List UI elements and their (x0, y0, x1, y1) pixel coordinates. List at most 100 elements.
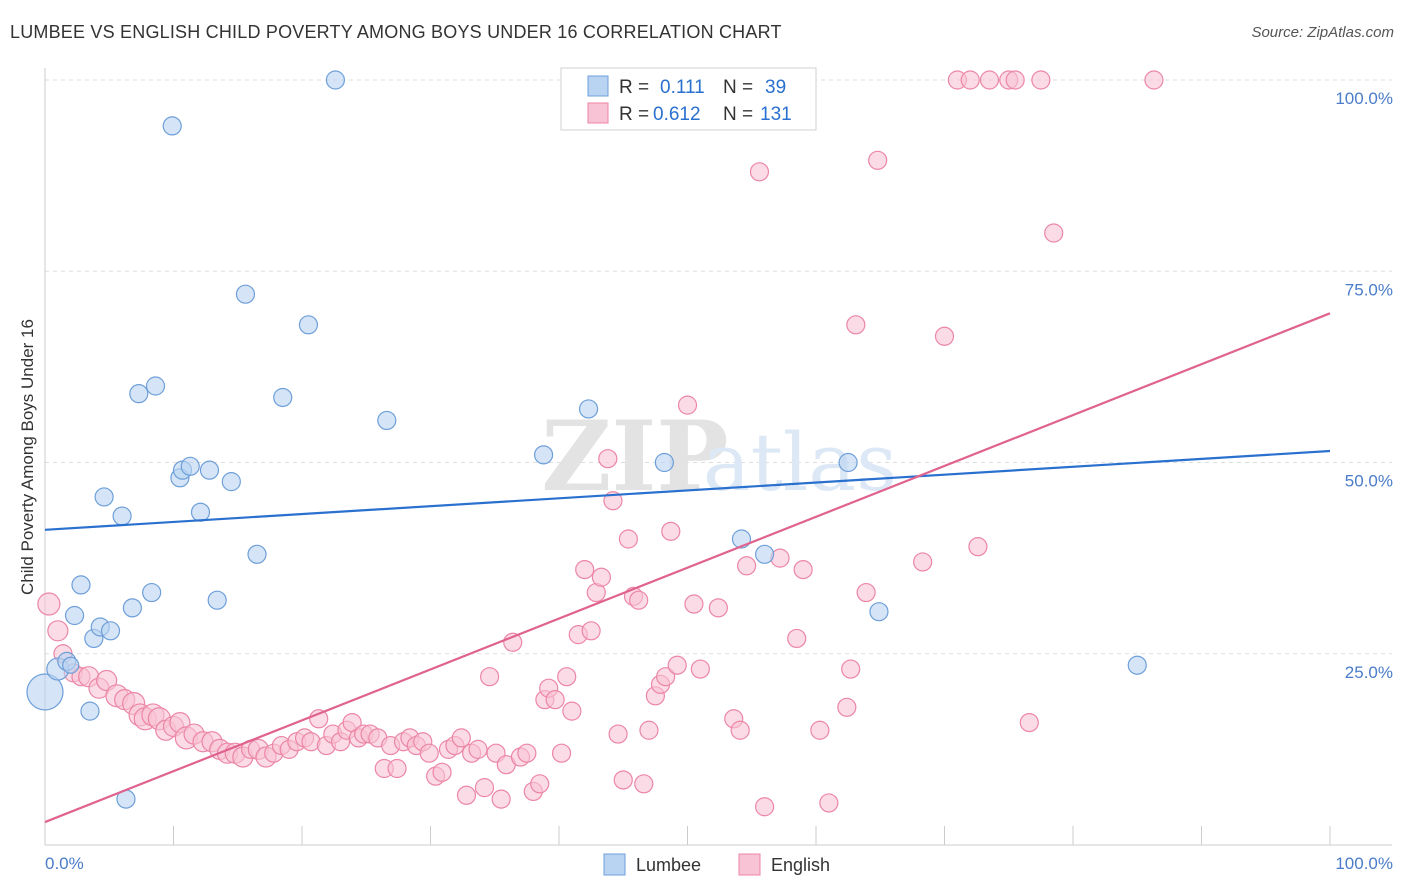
lumbee-trend-line (44, 449, 1331, 531)
axes (44, 68, 1392, 846)
english-point-60 (468, 739, 488, 759)
watermark: ZIP atlas (541, 400, 897, 513)
x-tick-label-0: 0.0% (45, 854, 84, 873)
english-trend-line (44, 312, 1331, 824)
english-point-112 (841, 659, 861, 679)
lumbee-point-29 (325, 70, 346, 90)
english-point-104 (754, 797, 775, 817)
legend-n-label-english: N = (723, 104, 753, 125)
english-point-126 (1044, 223, 1064, 243)
legend: R = 0.111 N = 39 R = 0.612 N = 131 (560, 67, 817, 131)
english-point-52 (419, 743, 439, 763)
lumbee-point-26 (247, 544, 267, 564)
english-point-86 (618, 529, 638, 549)
legend-n-value-english: 131 (760, 104, 792, 125)
english-point-108 (793, 559, 813, 580)
x-tick-label-100: 100.0% (1335, 854, 1393, 873)
lumbee-point-24 (221, 472, 241, 492)
english-point-1 (47, 620, 69, 642)
bottom-legend-lumbee: Lumbee (636, 855, 701, 875)
lumbee-point-35 (754, 544, 775, 564)
bottom-legend-swatch-english (738, 853, 761, 876)
legend-r-label-english: R = (619, 104, 649, 125)
english-point-0 (37, 592, 61, 616)
lumbee-point-15 (142, 582, 162, 603)
lumbee-point-0 (26, 673, 64, 711)
lumbee-point-22 (199, 460, 220, 480)
legend-swatch-lumbee (587, 75, 609, 97)
english-point-78 (575, 559, 595, 580)
english-point-101 (730, 720, 750, 740)
lumbee-point-14 (129, 384, 149, 404)
english-point-111 (837, 697, 857, 717)
legend-n-value-lumbee: 39 (765, 77, 786, 98)
legend-n-label-lumbee: N = (723, 77, 753, 98)
lumbee-point-27 (273, 387, 293, 408)
english-point-117 (934, 326, 955, 346)
lumbee-point-6 (80, 701, 100, 721)
english-point-96 (677, 395, 698, 415)
english-point-95 (667, 655, 687, 675)
bottom-legend-english: English (771, 855, 830, 875)
english-point-107 (787, 628, 807, 649)
english-point-85 (613, 770, 633, 790)
lumbee-series (26, 70, 1147, 809)
lumbee-point-28 (298, 315, 319, 335)
lumbee-point-33 (654, 452, 674, 473)
english-point-79 (581, 621, 601, 641)
english-point-35 (309, 709, 329, 729)
english-point-119 (960, 70, 980, 90)
english-point-47 (387, 758, 407, 779)
english-point-103 (749, 162, 770, 182)
chart-title: LUMBEE VS ENGLISH CHILD POVERTY AMONG BO… (10, 22, 782, 42)
lumbee-point-3 (62, 656, 80, 674)
legend-r-value-english: 0.612 (653, 104, 701, 125)
english-point-93 (656, 667, 676, 687)
english-point-109 (810, 720, 830, 740)
english-point-110 (819, 793, 839, 813)
lumbee-point-10 (94, 487, 114, 507)
y-tick-label-100: 100.0% (1335, 89, 1393, 108)
gridlines (45, 79, 1392, 655)
english-point-102 (737, 556, 757, 576)
y-tick-label-75: 75.0% (1345, 280, 1393, 299)
english-point-61 (474, 778, 495, 798)
english-point-114 (856, 582, 876, 603)
lumbee-point-31 (533, 445, 554, 465)
legend-r-value-lumbee: 0.111 (660, 77, 705, 98)
english-point-68 (517, 743, 537, 763)
english-point-70 (530, 774, 550, 794)
english-point-113 (846, 315, 866, 335)
lumbee-point-4 (64, 605, 85, 626)
tick-labels: 25.0% 50.0% 75.0% 100.0% 0.0% 100.0% (45, 89, 1393, 873)
lumbee-point-30 (377, 410, 397, 431)
bottom-legend: Lumbee English (603, 853, 830, 876)
english-point-123 (1005, 70, 1025, 90)
english-point-54 (432, 762, 452, 782)
lumbee-point-38 (1127, 655, 1147, 675)
english-point-62 (480, 667, 500, 687)
english-point-88 (629, 590, 649, 610)
english-point-115 (868, 150, 888, 170)
english-point-74 (551, 743, 572, 763)
legend-r-label-lumbee: R = (619, 77, 649, 98)
english-point-125 (1031, 70, 1051, 90)
english-point-76 (562, 701, 582, 721)
english-point-127 (1144, 70, 1164, 90)
english-point-64 (491, 789, 511, 809)
y-tick-label-50: 50.0% (1345, 472, 1393, 491)
chart-source: Source: ZipAtlas.com (1251, 24, 1394, 41)
english-series (37, 70, 1164, 817)
bottom-legend-swatch-lumbee (603, 853, 626, 876)
lumbee-point-25 (235, 284, 256, 304)
english-point-116 (913, 552, 933, 572)
y-tick-label-25: 25.0% (1345, 663, 1393, 682)
english-point-121 (979, 70, 1000, 90)
english-point-57 (451, 728, 471, 748)
y-axis-title: Child Poverty Among Boys Under 16 (18, 319, 37, 595)
english-point-75 (557, 667, 577, 687)
trend-lines (44, 312, 1331, 824)
lumbee-point-17 (162, 116, 182, 136)
lumbee-point-13 (122, 598, 142, 618)
